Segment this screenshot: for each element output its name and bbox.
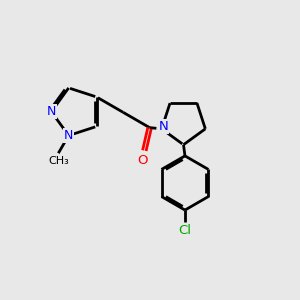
Text: N: N	[158, 120, 168, 133]
Text: N: N	[47, 105, 56, 118]
Text: Cl: Cl	[178, 224, 191, 237]
Text: CH₃: CH₃	[48, 156, 69, 167]
Text: O: O	[138, 154, 148, 166]
Text: N: N	[64, 129, 73, 142]
